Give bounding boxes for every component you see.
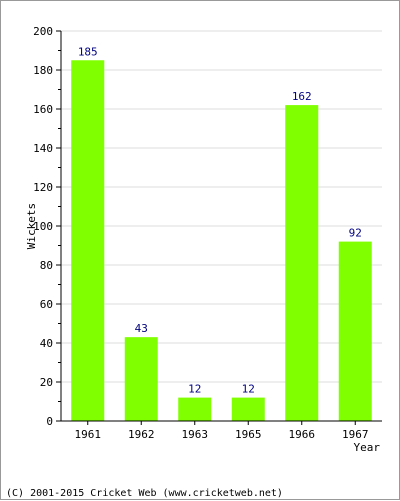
bar-1962 bbox=[124, 337, 158, 421]
data-label-1961: 185 bbox=[78, 45, 98, 58]
data-labels: 185 43 12 12 162 92 bbox=[78, 45, 362, 395]
x-tick-label-1961: 1961 bbox=[75, 428, 102, 441]
bar-1967 bbox=[338, 241, 372, 421]
x-axis-label: Year bbox=[354, 441, 381, 454]
data-label-1962: 43 bbox=[135, 322, 148, 335]
y-tick-label: 200 bbox=[33, 25, 53, 38]
x-tick-label-1966: 1966 bbox=[289, 428, 316, 441]
data-label-1963: 12 bbox=[188, 383, 201, 396]
y-axis-label: Wickets bbox=[25, 203, 38, 249]
bar-1966 bbox=[285, 105, 319, 421]
y-tick-label: 60 bbox=[40, 298, 53, 311]
bars bbox=[71, 60, 372, 421]
x-tick-label-1962: 1962 bbox=[128, 428, 155, 441]
y-tick-labels: 0 20 40 60 80 100 120 140 160 180 200 bbox=[33, 25, 53, 428]
y-tick-label: 20 bbox=[40, 376, 53, 389]
bar-1963 bbox=[178, 397, 212, 421]
y-tick-label: 100 bbox=[33, 220, 53, 233]
bar-1961 bbox=[71, 60, 105, 421]
data-label-1965: 12 bbox=[242, 383, 255, 396]
y-tick-label: 160 bbox=[33, 103, 53, 116]
data-label-1966: 162 bbox=[292, 90, 312, 103]
x-tick-label-1965: 1965 bbox=[235, 428, 262, 441]
y-tick-label: 0 bbox=[46, 415, 53, 428]
axes bbox=[56, 30, 382, 425]
y-tick-label: 120 bbox=[33, 181, 53, 194]
y-tick-label: 140 bbox=[33, 142, 53, 155]
x-tick-label-1963: 1963 bbox=[182, 428, 209, 441]
grid-lines bbox=[61, 30, 382, 383]
x-tick-labels: 1961 1962 1963 1965 1966 1967 bbox=[75, 428, 369, 441]
data-label-1967: 92 bbox=[349, 227, 362, 240]
copyright-footer: (C) 2001-2015 Cricket Web (www.cricketwe… bbox=[6, 488, 283, 499]
y-tick-label: 180 bbox=[33, 64, 53, 77]
y-tick-label: 80 bbox=[40, 259, 53, 272]
x-tick-label-1967: 1967 bbox=[342, 428, 369, 441]
y-tick-label: 40 bbox=[40, 337, 53, 350]
bar-1965 bbox=[231, 397, 265, 421]
